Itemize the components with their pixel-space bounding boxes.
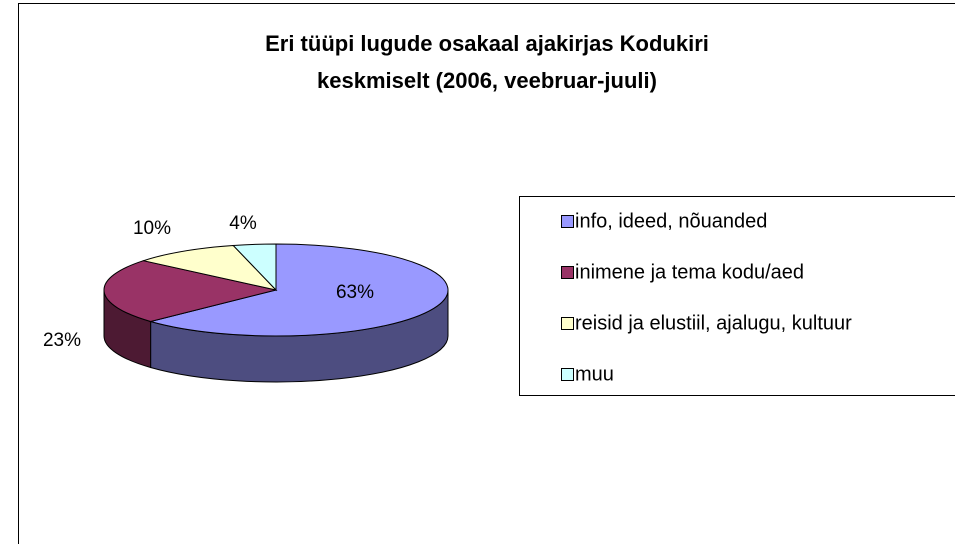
legend-label: inimene ja tema kodu/aed [575, 261, 804, 283]
legend-swatch [561, 368, 574, 381]
legend-swatch [561, 317, 574, 330]
legend-swatch [561, 266, 574, 279]
pie-slice [232, 243, 277, 292]
chart-title: keskmiselt (2006, veebruar-juuli) [317, 68, 657, 93]
pie-slice [103, 260, 277, 323]
data-label: 10% [133, 218, 171, 239]
legend-label: info, ideed, nõuanded [575, 210, 767, 232]
pie-slice [148, 243, 449, 337]
legend-swatch [561, 215, 574, 228]
legend-label: reisid ja elustiil, ajalugu, kultuur [575, 312, 852, 334]
legend-box [519, 196, 955, 396]
data-label: 4% [229, 213, 257, 234]
legend-label: muu [575, 363, 614, 385]
data-label: 23% [43, 330, 81, 351]
chart-title: Eri tüüpi lugude osakaal ajakirjas Koduk… [265, 31, 709, 56]
pie-slice [141, 244, 278, 291]
data-label: 63% [336, 282, 374, 303]
